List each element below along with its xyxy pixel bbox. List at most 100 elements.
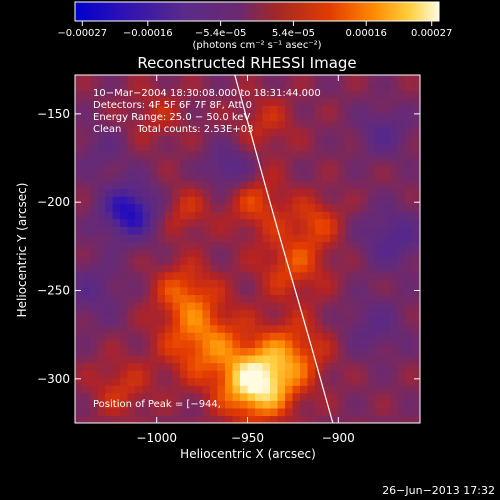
heatmap-cell — [315, 105, 324, 114]
heatmap-cell — [105, 233, 114, 243]
heatmap-cell — [390, 196, 399, 205]
heatmap-cell — [195, 127, 204, 137]
heatmap-cell — [330, 354, 339, 364]
heatmap-cell — [202, 211, 211, 220]
heatmap-cell — [307, 362, 316, 371]
heatmap-cell — [225, 196, 234, 205]
heatmap-cell — [180, 143, 189, 152]
heatmap-cell — [217, 241, 226, 250]
heatmap-cell — [277, 90, 286, 99]
heatmap-cell — [105, 400, 114, 409]
heatmap-cell — [127, 362, 136, 371]
heatmap-cell — [75, 256, 84, 265]
heatmap-cell — [360, 233, 369, 243]
heatmap-cell — [157, 97, 166, 106]
heatmap-cell — [292, 135, 301, 144]
heatmap-cell — [210, 97, 219, 106]
heatmap-cell — [157, 332, 166, 341]
heatmap-cell — [322, 400, 331, 409]
heatmap-cell — [202, 196, 211, 205]
heatmap-cell — [397, 165, 406, 174]
heatmap-cell — [120, 286, 129, 295]
heatmap-cell — [360, 407, 369, 417]
heatmap-cell — [210, 82, 219, 91]
heatmap-cell — [270, 180, 279, 190]
heatmap-cell — [217, 256, 226, 265]
heatmap-cell — [82, 233, 91, 243]
heatmap-cell — [367, 392, 376, 401]
heatmap-cell — [375, 143, 384, 152]
heatmap-cell — [382, 317, 391, 326]
heatmap-cell — [307, 332, 316, 341]
heatmap-cell — [360, 249, 369, 258]
heatmap-cell — [382, 120, 391, 129]
heatmap-cell — [292, 173, 301, 182]
heatmap-cell — [405, 324, 414, 333]
heatmap-cell — [240, 211, 249, 220]
heatmap-cell — [165, 75, 174, 84]
heatmap-cell — [157, 309, 166, 318]
heatmap-cell — [322, 415, 331, 423]
heatmap-cell — [292, 127, 301, 137]
heatmap-cell — [232, 97, 241, 106]
heatmap-cell — [375, 203, 384, 212]
heatmap-cell — [262, 82, 271, 91]
heatmap-cell — [157, 82, 166, 91]
heatmap-cell — [307, 249, 316, 258]
heatmap-cell — [405, 143, 414, 152]
heatmap-cell — [105, 143, 114, 152]
heatmap-cell — [262, 75, 271, 84]
heatmap-cell — [375, 196, 384, 205]
heatmap-cell — [225, 332, 234, 341]
heatmap-cell — [157, 105, 166, 114]
heatmap-cell — [225, 377, 234, 386]
heatmap-cell — [225, 264, 234, 273]
heatmap-cell — [397, 82, 406, 91]
heatmap-cell — [315, 362, 324, 371]
heatmap-cell — [120, 150, 129, 159]
heatmap-cell — [97, 120, 106, 129]
heatmap-cell — [157, 400, 166, 409]
heatmap-cell — [345, 354, 354, 364]
heatmap-cell — [285, 309, 294, 318]
heatmap-cell — [382, 294, 391, 303]
heatmap-cell — [180, 158, 189, 167]
heatmap-cell — [247, 180, 256, 190]
heatmap-cell — [97, 354, 106, 364]
heatmap-cell — [360, 203, 369, 212]
heatmap-cell — [127, 377, 136, 386]
heatmap-cell — [367, 370, 376, 379]
heatmap-cell — [352, 415, 361, 423]
heatmap-cell — [187, 279, 196, 288]
heatmap-cell — [285, 286, 294, 295]
heatmap-cell — [315, 407, 324, 417]
heatmap-cell — [112, 279, 121, 288]
heatmap-cell — [217, 407, 226, 417]
heatmap-cell — [397, 226, 406, 235]
heatmap-cell — [307, 241, 316, 250]
heatmap-cell — [345, 173, 354, 182]
heatmap-cell — [337, 143, 346, 152]
heatmap-cell — [210, 180, 219, 190]
heatmap-cell — [412, 196, 420, 205]
heatmap-cell — [397, 233, 406, 243]
heatmap-cell — [82, 324, 91, 333]
heatmap-cell — [247, 271, 256, 280]
heatmap-cell — [322, 301, 331, 311]
heatmap-cell — [390, 173, 399, 182]
heatmap-cell — [352, 400, 361, 409]
heatmap-cell — [345, 241, 354, 250]
heatmap-cell — [390, 339, 399, 348]
heatmap-cell — [202, 135, 211, 144]
heatmap-cell — [270, 135, 279, 144]
heatmap-cell — [135, 105, 144, 114]
heatmap-cell — [135, 135, 144, 144]
heatmap-cell — [322, 143, 331, 152]
heatmap-cell — [292, 347, 301, 356]
heatmap-cell — [285, 377, 294, 386]
heatmap-cell — [307, 112, 316, 121]
heatmap-cell — [135, 294, 144, 303]
colorbar-tick-label: 5.4e−05 — [272, 28, 315, 39]
heatmap-cell — [240, 392, 249, 401]
heatmap-cell — [412, 309, 420, 318]
